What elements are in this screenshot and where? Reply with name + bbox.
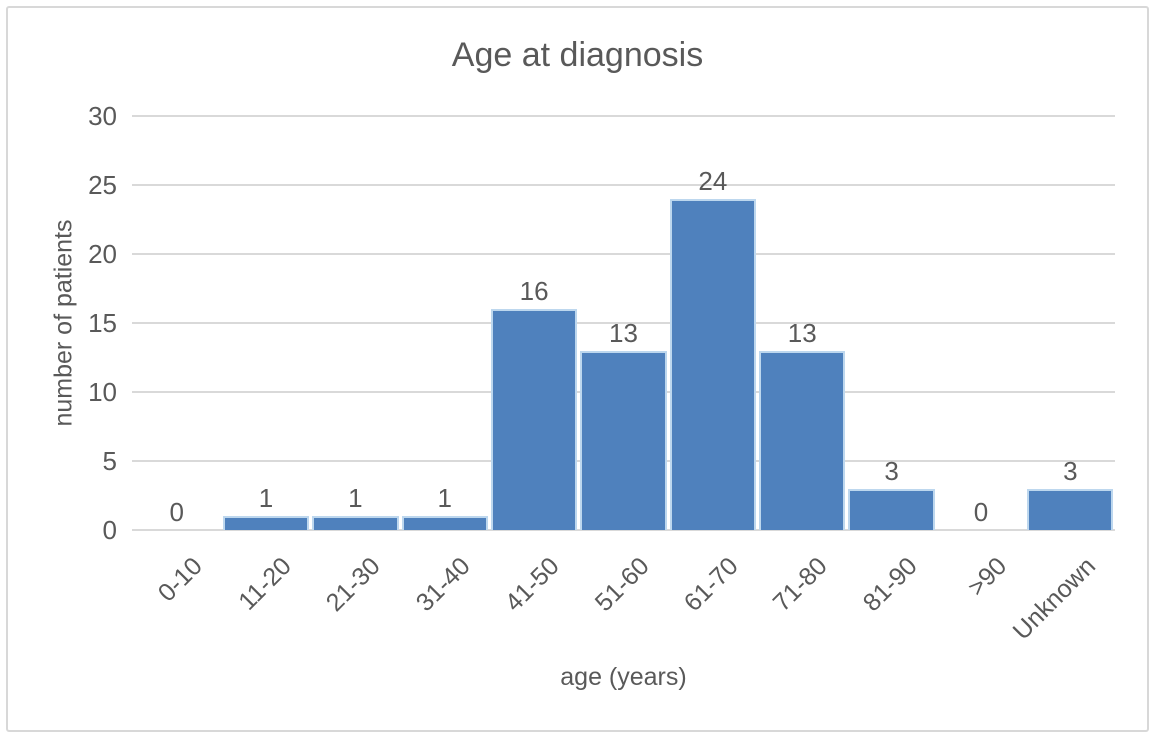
bar-value-label: 1 <box>348 483 363 514</box>
y-tick-label: 5 <box>102 446 117 476</box>
y-tick-label: 0 <box>102 515 117 545</box>
x-tick-label: 71-80 <box>768 552 834 618</box>
bar <box>401 516 488 530</box>
bar-value-label: 1 <box>437 483 452 514</box>
x-tick-label: 41-50 <box>499 552 565 618</box>
x-tick-label: Unknown <box>1007 552 1102 646</box>
x-tick-label: 11-20 <box>233 552 297 616</box>
x-tick-label: >90 <box>961 552 1012 602</box>
x-tick-label: 81-90 <box>857 552 923 618</box>
y-tick-label: 10 <box>88 377 117 407</box>
bar <box>848 488 935 530</box>
bar-value-label: 3 <box>1063 455 1078 486</box>
x-axis-title: age (years) <box>560 663 687 691</box>
x-tick-label: 21-30 <box>321 552 387 618</box>
bar <box>490 309 578 530</box>
bar <box>1027 488 1114 530</box>
y-tick-label: 15 <box>88 308 117 338</box>
bar <box>312 516 399 530</box>
bar-value-label: 24 <box>698 165 728 196</box>
gridline-y-15 <box>132 322 1115 324</box>
gridline-y-25 <box>132 184 1115 186</box>
bar-value-label: 0 <box>169 497 184 527</box>
y-tick-label: 25 <box>88 170 117 200</box>
bar <box>580 350 667 530</box>
bar-value-label: 1 <box>258 483 274 514</box>
bar <box>222 516 310 530</box>
y-axis-title: number of patients <box>49 219 78 427</box>
bar-value-label: 13 <box>787 317 817 348</box>
bar-value-label: 13 <box>609 317 638 348</box>
chart-title: Age at diagnosis <box>451 36 704 74</box>
x-tick-label: 0-10 <box>152 552 208 608</box>
bar-value-label: 16 <box>519 276 549 307</box>
gridline-y-0 <box>132 529 1115 531</box>
x-tick-label: 51-60 <box>589 552 655 618</box>
x-tick-label: 31-40 <box>410 552 476 618</box>
bar-value-label: 3 <box>884 455 899 486</box>
gridline-y-30 <box>132 115 1115 117</box>
bar <box>759 350 846 530</box>
bar-value-label: 0 <box>973 497 989 527</box>
y-tick-label: 20 <box>88 239 117 269</box>
y-tick-label: 30 <box>88 101 117 131</box>
bar <box>669 198 757 530</box>
x-tick-label: 61-70 <box>678 552 744 618</box>
gridline-y-20 <box>132 253 1115 255</box>
